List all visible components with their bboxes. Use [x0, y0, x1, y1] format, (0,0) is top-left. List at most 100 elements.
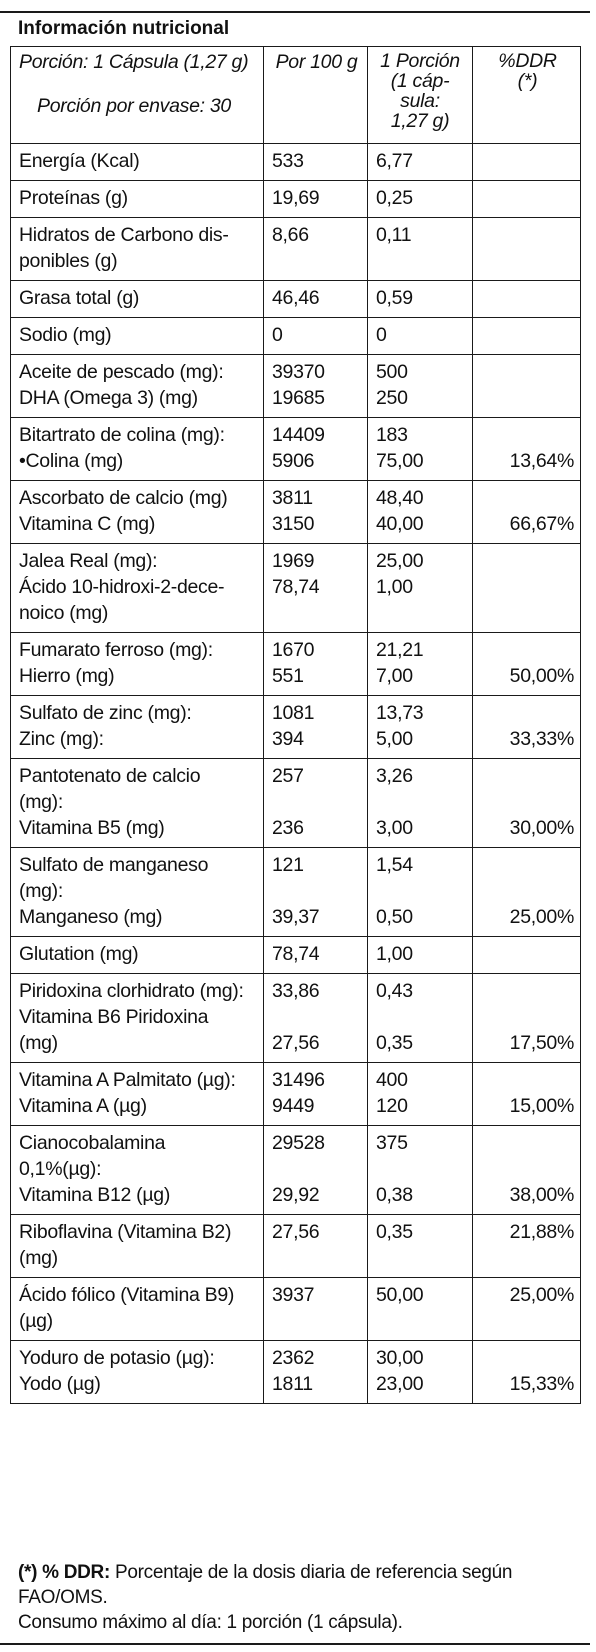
nutrient-name-line: 0,1%(µg): — [19, 1158, 102, 1180]
per100-line: 46,46 — [272, 287, 320, 309]
nutrient-name-cell: Glutation (mg) — [10, 936, 264, 974]
nutrient-name-cell: Pantotenato de calcio (mg): Vitamina B5 (m… — [10, 758, 264, 848]
portion-line: 1,00 — [376, 943, 413, 965]
nutrient-name-cell: Hidratos de Carbono dis-ponibles (g) — [10, 217, 264, 281]
portion-line: 375 — [376, 1132, 408, 1154]
ddr-line: 50,00% — [509, 665, 575, 687]
ddr-line — [481, 637, 574, 663]
nutrient-name-line: Vitamina B6 Piridoxina — [19, 1006, 209, 1028]
portion-line — [376, 789, 466, 815]
nutrient-name-cell: Proteínas (g) — [10, 180, 264, 218]
nutrient-name-line: Proteínas (g) — [19, 187, 128, 209]
per100-line: 78,74 — [272, 576, 320, 598]
nutrient-name-line: Manganeso (mg) — [19, 906, 163, 928]
per100-line: 3937 — [272, 1284, 315, 1306]
per100-line: 39370 — [272, 361, 325, 383]
header-portion-line: 1,27 g) — [390, 110, 450, 132]
nutrient-name-line: (µg) — [19, 1310, 53, 1332]
nutrient-name-line: noico (mg) — [19, 602, 109, 624]
nutrient-name-cell: Riboflavina (Vitamina B2) (mg) — [10, 1214, 264, 1278]
per100-line: 3150 — [272, 513, 315, 535]
ddr-cell — [472, 354, 581, 418]
per100-cell: 1969 78,74 — [263, 543, 368, 633]
header-ddr: %DDR (*) — [472, 46, 581, 144]
ddr-line — [481, 852, 574, 878]
nutrient-name-line: Zinc (mg): — [19, 728, 104, 750]
ddr-line — [481, 1067, 574, 1093]
portion-line — [376, 1004, 466, 1030]
portion-line: 0,35 — [376, 1221, 413, 1243]
per100-line — [272, 878, 361, 904]
nutrient-name-cell: Piridoxina clorhidrato (mg): Vitamina B6 … — [10, 973, 264, 1063]
nutrient-name-line: Yodo (µg) — [19, 1373, 101, 1395]
per100-line: 9449 — [272, 1095, 315, 1117]
nutrient-name-line: Vitamina B12 (µg) — [19, 1184, 171, 1206]
ddr-cell — [472, 317, 581, 355]
ddr-line — [481, 185, 574, 211]
portion-cell: 50,00 — [367, 1277, 473, 1341]
portion-line: 0,11 — [376, 224, 412, 246]
nutrient-name-line: (mg) — [19, 1247, 58, 1269]
nutrient-name-cell: Jalea Real (mg): Ácido 10-hidroxi-2-dece-… — [10, 543, 264, 633]
per100-line: 14409 — [272, 424, 325, 446]
per100-cell: 3937 — [263, 1277, 368, 1341]
per100-line: 1081 — [272, 702, 315, 724]
per100-line: 27,56 — [272, 1032, 320, 1054]
nutrient-name-line: Riboflavina (Vitamina B2) — [19, 1221, 232, 1243]
portion-line: 3,00 — [376, 817, 413, 839]
per100-line — [272, 1156, 361, 1182]
nutrient-name-line: Energía (Kcal) — [19, 150, 140, 172]
portion-line: 0,25 — [376, 187, 413, 209]
per100-line: 19,69 — [272, 187, 320, 209]
per100-cell: 1081 394 — [263, 695, 368, 759]
nutrient-name-line: Aceite de pescado (mg): — [19, 361, 224, 383]
nutrient-name-line: Yoduro de potasio (µg): — [19, 1347, 215, 1369]
portion-line: 250 — [376, 387, 408, 409]
portion-line: 48,40 — [376, 487, 424, 509]
table-row: Glutation (mg) 78,74 1,00 — [10, 936, 581, 974]
per100-cell: 39370 19685 — [263, 354, 368, 418]
table-row: Ascorbato de calcio (mg) Vitamina C (mg) 3… — [10, 480, 581, 544]
portion-line: 5,00 — [376, 728, 413, 750]
nutrient-name-cell: Ascorbato de calcio (mg) Vitamina C (mg) — [10, 480, 264, 544]
portion-line: 1,54 — [376, 854, 413, 876]
ddr-line — [481, 285, 574, 311]
ddr-line — [481, 941, 574, 967]
portion-line: 30,00 — [376, 1347, 424, 1369]
per100-line — [272, 789, 361, 815]
table-row: Sodio (mg) 0 0 — [10, 317, 581, 355]
nutrition-table: Porción: 1 Cápsula (1,27 g) Porción por … — [10, 46, 581, 1404]
nutrient-name-line: Vitamina B5 (mg) — [19, 817, 165, 839]
nutrient-name-cell: Energía (Kcal) — [10, 143, 264, 181]
ddr-line — [481, 1156, 574, 1182]
ddr-line: 13,64% — [509, 450, 575, 472]
ddr-line: 30,00% — [509, 817, 575, 839]
nutrient-name-line: Fumarato ferroso (mg): — [19, 639, 213, 661]
per100-line: 121 — [272, 854, 304, 876]
nutrient-name-cell: Grasa total (g) — [10, 280, 264, 318]
header-row: Porción: 1 Cápsula (1,27 g) Porción por … — [10, 46, 581, 144]
footnote-mark: (*) % DDR: — [18, 1562, 110, 1583]
nutrient-name-cell: Sulfato de zinc (mg): Zinc (mg): — [10, 695, 264, 759]
header-ddr-line: (*) — [517, 70, 538, 92]
ddr-cell: 33,33% — [472, 695, 581, 759]
portion-line: 25,00 — [376, 550, 424, 572]
per100-line: 39,37 — [272, 906, 320, 928]
per100-cell: 31496 9449 — [263, 1062, 368, 1126]
per100-cell: 14409 5906 — [263, 417, 368, 481]
portion-line: 0,35 — [376, 1032, 413, 1054]
nutrient-name-line: Bitartrato de colina (mg): — [19, 424, 225, 446]
nutrient-name-line: (mg): — [19, 880, 63, 902]
ddr-line: 17,50% — [509, 1032, 575, 1054]
ddr-line — [481, 385, 574, 411]
nutrient-name-line: Ácido 10-hidroxi-2-dece- — [19, 576, 225, 598]
per100-line: 33,86 — [272, 980, 320, 1002]
portion-cell: 0,25 — [367, 180, 473, 218]
ddr-line — [481, 359, 574, 385]
nutrient-name-cell: Sulfato de manganeso (mg): Manganeso (mg) — [10, 847, 264, 937]
header-portion: 1 Porción (1 cáp- sula: 1,27 g) — [367, 46, 473, 144]
portion-line: 0,43 — [376, 980, 413, 1002]
table-row: Aceite de pescado (mg): DHA (Omega 3) (mg… — [10, 354, 581, 418]
portion-line: 120 — [376, 1095, 408, 1117]
table-row: Ácido fólico (Vitamina B9) (µg) 3937 50,00 2… — [10, 1277, 581, 1341]
